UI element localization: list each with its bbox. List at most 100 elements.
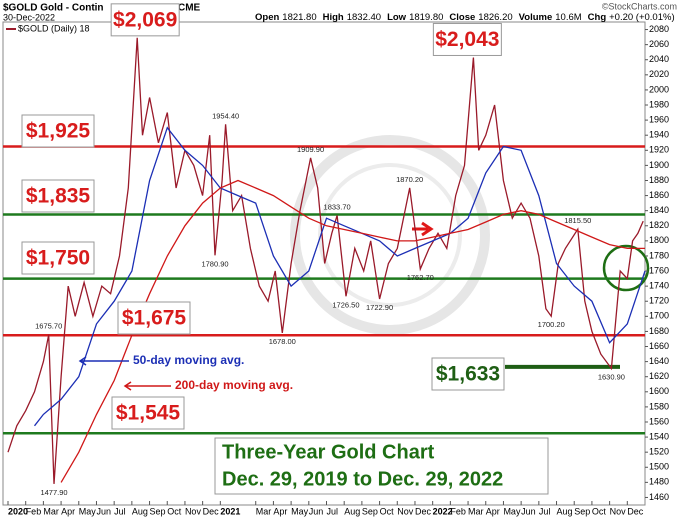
series-line	[33, 126, 646, 427]
caption-box	[214, 437, 549, 495]
x-tick-label: 2021	[220, 506, 240, 516]
x-tick-label: Mar	[256, 506, 272, 516]
quote-label: Open	[255, 12, 279, 23]
x-tick-label: Jul	[114, 506, 126, 516]
x-tick-label: 2020	[8, 506, 28, 516]
quote-value: 10.6M	[555, 12, 581, 23]
y-tick-label: 2020	[649, 69, 669, 79]
watermark	[318, 163, 462, 307]
x-tick-label: Aug	[344, 506, 360, 516]
quote-label: Volume	[519, 12, 553, 23]
y-tick-label: 1900	[649, 160, 669, 170]
plot-frame	[2, 21, 646, 506]
price-annotation: 1954.40	[212, 111, 239, 120]
x-tick-label: Jul	[327, 506, 339, 516]
y-tick-label: 1460	[649, 492, 669, 502]
x-tick-label: May	[291, 506, 309, 516]
x-tick-label: Oct	[167, 506, 182, 516]
y-tick-label: 1820	[649, 220, 669, 230]
x-tick-label: Aug	[132, 506, 148, 516]
callout-label: 200-day moving avg.	[175, 378, 293, 392]
level-box	[111, 396, 185, 430]
level-box	[21, 179, 95, 213]
price-annotation: 1726.50	[332, 300, 359, 309]
x-tick-label: Apr	[486, 506, 500, 516]
price-annotation: 1477.90	[40, 488, 67, 497]
y-tick-label: 1780	[649, 250, 669, 260]
y-tick-label: 1760	[649, 265, 669, 275]
callout-bg	[131, 353, 253, 369]
y-tick-label: 2000	[649, 84, 669, 94]
x-tick-label: Nov	[397, 506, 414, 516]
exchange: CME	[178, 3, 201, 14]
x-tick-label: Sep	[362, 506, 378, 516]
price-annotation: 1909.90	[297, 145, 324, 154]
x-tick-label: 2022	[433, 506, 453, 516]
credit: ©StockCharts.com	[602, 1, 677, 11]
x-tick-label: Sep	[574, 506, 590, 516]
x-tick-label: Jun	[309, 506, 324, 516]
x-tick-label: Sep	[150, 506, 166, 516]
level-label: $1,925	[26, 120, 91, 143]
quote-label: High	[323, 12, 344, 23]
x-tick-label: Apr	[273, 506, 287, 516]
quote-value: 1821.80	[282, 12, 316, 23]
y-tick-label: 1700	[649, 311, 669, 321]
y-tick-label: 1560	[649, 416, 669, 426]
y-tick-label: 2040	[649, 54, 669, 64]
x-tick-label: Mar	[43, 506, 59, 516]
chart-title: $GOLD Gold - Contin	[3, 3, 104, 14]
price-annotation: 1722.90	[366, 303, 393, 312]
level-box	[21, 114, 95, 148]
x-tick-label: Jun	[521, 506, 536, 516]
x-tick-label: Nov	[610, 506, 627, 516]
level-label: $1,633	[436, 363, 500, 386]
x-tick-label: May	[503, 506, 521, 516]
y-tick-label: 1660	[649, 341, 669, 351]
x-tick-label: Dec	[203, 506, 220, 516]
level-box	[431, 357, 505, 391]
callout-arrow	[123, 381, 171, 391]
price-annotation: 1815.50	[564, 216, 591, 225]
peak-box	[432, 22, 502, 56]
y-tick-label: 1600	[649, 386, 669, 396]
y-tick-label: 1960	[649, 114, 669, 124]
level-label: $1,675	[122, 307, 187, 330]
y-tick-label: 1840	[649, 205, 669, 215]
y-tick-label: 1520	[649, 447, 669, 457]
level-label: $1,545	[116, 402, 181, 425]
peak-label: $2,043	[435, 28, 499, 51]
x-tick-label: Dec	[415, 506, 432, 516]
peak-box	[110, 3, 180, 37]
callout-label: 50-day moving avg.	[133, 353, 244, 367]
level-box	[21, 241, 95, 275]
price-annotation: 1833.70	[324, 202, 351, 211]
y-tick-label: 1500	[649, 462, 669, 472]
y-tick-label: 1580	[649, 401, 669, 411]
quote-label: Close	[449, 12, 475, 23]
level-label: $1,750	[26, 247, 90, 270]
y-tick-label: 1740	[649, 281, 669, 291]
price-annotation: 1780.90	[201, 259, 228, 268]
peak-label: $2,069	[113, 8, 177, 31]
price-annotation: 1675.70	[35, 322, 62, 331]
y-tick-label: 2080	[649, 24, 669, 34]
price-annotation: 1700.20	[538, 320, 565, 329]
y-tick-label: 1720	[649, 296, 669, 306]
y-tick-label: 1640	[649, 356, 669, 366]
quote-label: Chg	[588, 12, 607, 23]
watermark	[290, 135, 490, 335]
x-tick-label: Oct	[592, 506, 607, 516]
quote-value: +0.20 (+0.01%)	[609, 12, 675, 23]
quote-value: 1826.20	[478, 12, 512, 23]
caption-line: Dec. 29, 2019 to Dec. 29, 2022	[222, 468, 503, 490]
x-tick-label: Jul	[539, 506, 551, 516]
caption-line: Three-Year Gold Chart	[222, 441, 435, 463]
legend-label: $GOLD (Daily) 18	[18, 23, 90, 33]
x-tick-label: Aug	[557, 506, 573, 516]
price-annotation: 1630.90	[598, 372, 625, 381]
x-tick-label: May	[79, 506, 97, 516]
quote-value: 1832.40	[347, 12, 381, 23]
y-tick-label: 1800	[649, 235, 669, 245]
highlight-circle	[602, 244, 650, 292]
